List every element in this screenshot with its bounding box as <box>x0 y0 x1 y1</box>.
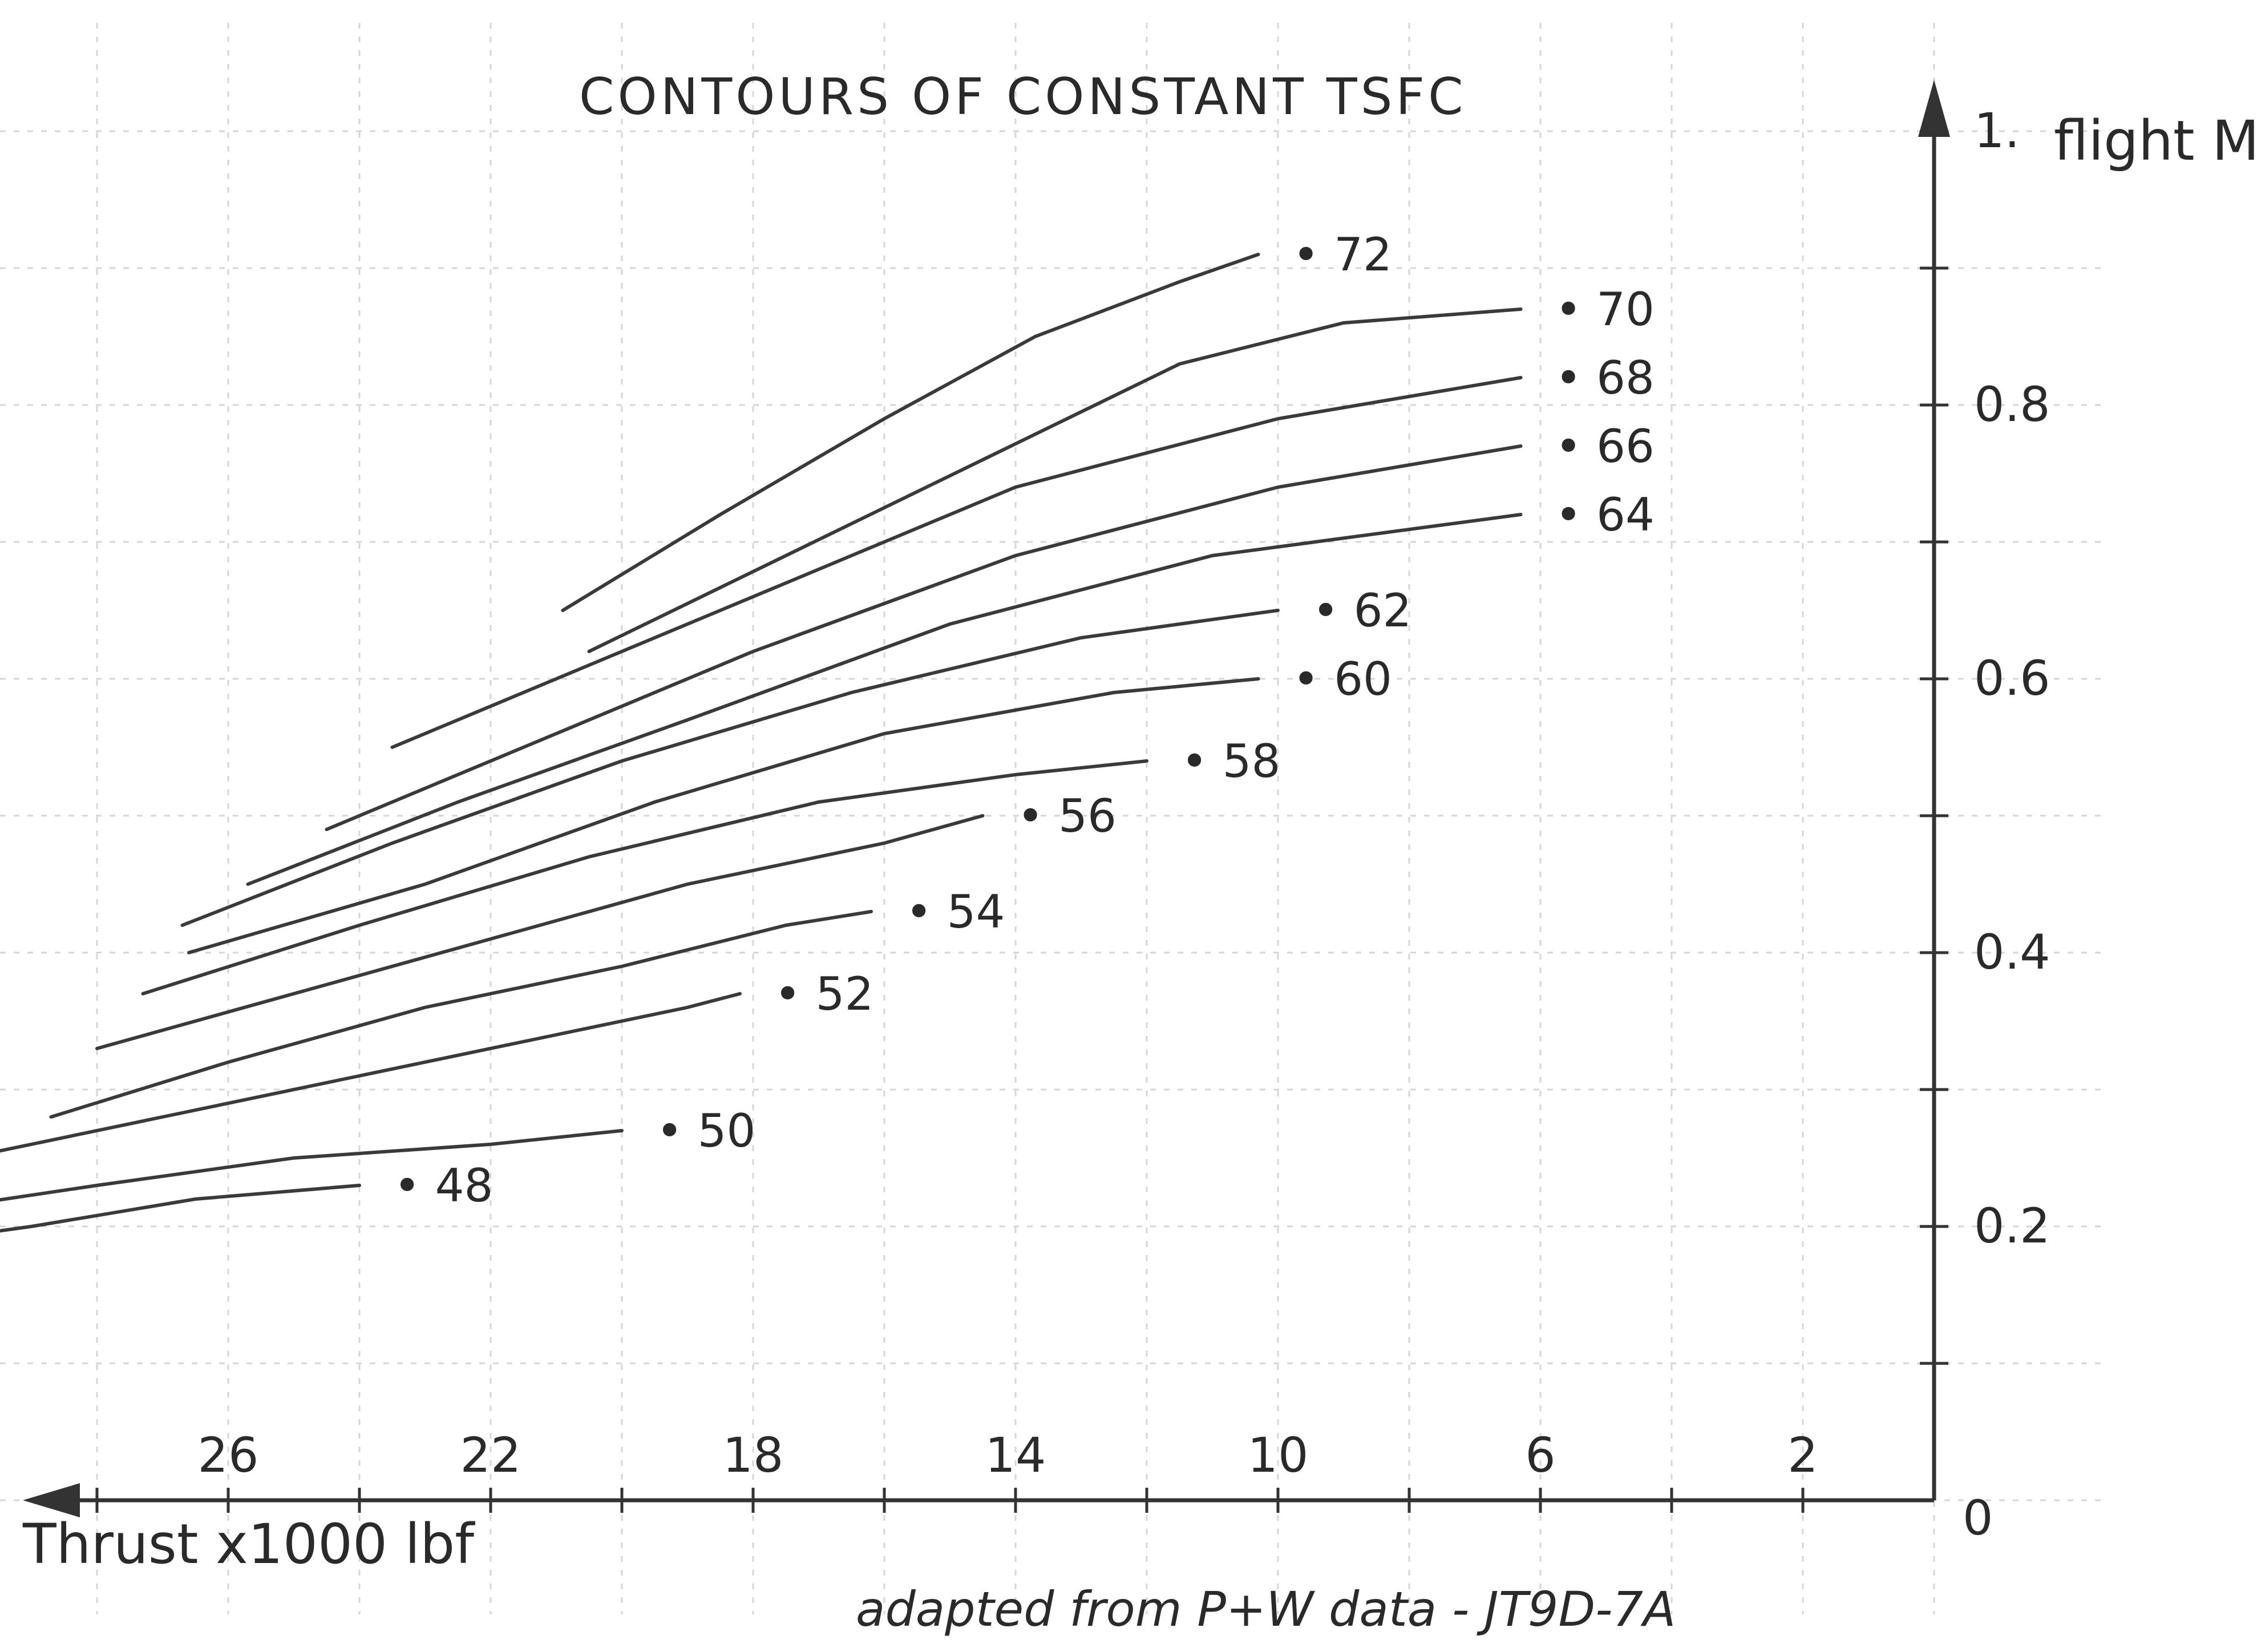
contour-label: • 70 <box>1555 283 1655 336</box>
contour-line <box>390 376 1523 749</box>
contour-line <box>561 253 1260 612</box>
axes <box>23 80 1950 1517</box>
x-tick-label: 18 <box>723 1427 784 1483</box>
contour-label: • 62 <box>1312 584 1411 637</box>
contour-line <box>325 444 1523 831</box>
contour-label: • 72 <box>1293 228 1392 281</box>
contour-label: • 64 <box>1555 488 1655 541</box>
y-tick-label: 0.8 <box>1974 376 2050 432</box>
source-credit: adapted from P+W data - JT9D-7A <box>856 1581 1676 1637</box>
contour-line <box>0 1184 361 1233</box>
contour-label: • 56 <box>1017 789 1117 843</box>
y-tick-label: 1. <box>1974 103 2020 159</box>
contour-label: • 54 <box>905 885 1005 938</box>
contour-line <box>95 814 985 1050</box>
x-axis-label: Thrust x1000 lbf <box>22 1512 475 1576</box>
contour-line <box>180 609 1280 927</box>
x-tick-label: 14 <box>985 1427 1046 1483</box>
y-tick-label: 0.2 <box>1974 1198 2050 1254</box>
contour-label: • 60 <box>1293 653 1392 706</box>
contour-label: • 48 <box>394 1159 493 1212</box>
y-tick-label: 0.4 <box>1974 924 2050 980</box>
contour-line <box>0 992 742 1153</box>
y-axis-label: flight Mach N° <box>2054 109 2257 173</box>
contour-line <box>246 513 1523 886</box>
x-tick-label: 26 <box>198 1427 259 1483</box>
contour-label: • 68 <box>1555 351 1655 404</box>
contour-label: • 58 <box>1181 735 1280 788</box>
contour-line <box>0 1129 624 1202</box>
x-tick-label: 2 <box>1787 1427 1818 1483</box>
origin-label: 0 <box>1963 1490 1993 1546</box>
tick-labels: 26 22 18 14 10 6 2 1. 0.8 0.6 0.4 0.2 <box>198 103 2050 1483</box>
contour-label: • 50 <box>656 1104 755 1157</box>
x-tick-label: 22 <box>460 1427 521 1483</box>
x-axis-arrowhead <box>23 1483 80 1517</box>
x-tick-label: 6 <box>1525 1427 1555 1483</box>
contour-line <box>587 307 1523 653</box>
contour-line <box>187 677 1260 954</box>
contour-label: • 66 <box>1555 420 1655 473</box>
contour-label: • 52 <box>774 967 873 1021</box>
y-tick-label: 0.6 <box>1974 650 2050 706</box>
contour-lines: • 72 • 70 • 68 • 66 • 64 • 62 • 60• 58 • 56• 54… <box>0 228 1655 1233</box>
contour-line <box>141 759 1148 995</box>
x-tick-label: 10 <box>1248 1427 1309 1483</box>
chart-title: CONTOURS OF CONSTANT TSFC <box>579 67 1467 126</box>
y-axis-arrowhead <box>1918 80 1950 137</box>
contour-line <box>49 910 873 1119</box>
